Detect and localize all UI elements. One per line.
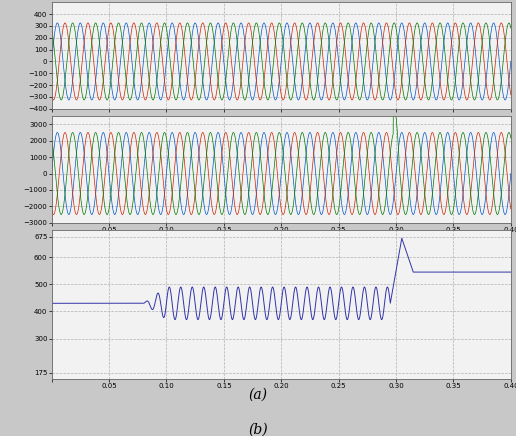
Text: (b): (b) [248,422,268,436]
Text: (a): (a) [249,388,267,402]
